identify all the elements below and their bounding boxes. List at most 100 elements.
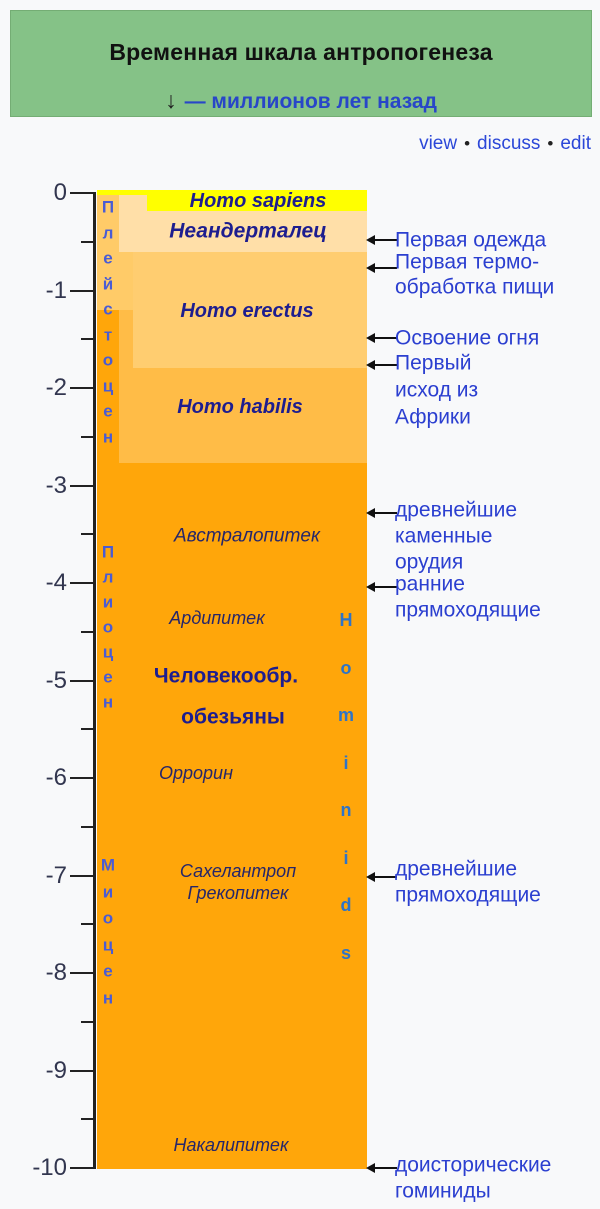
prehistoric-hominids-label: доисторические (395, 1153, 552, 1177)
axis-tick-label: -2 (45, 374, 67, 401)
arrow-left-icon (366, 263, 375, 273)
arrow-left-icon (366, 235, 375, 245)
pleistocene-letter: й (102, 274, 114, 293)
link-separator: • (547, 134, 554, 153)
miocene-letter: и (102, 882, 114, 901)
pleistocene-letter: е (103, 248, 113, 268)
minor-tick (81, 240, 96, 243)
arrow-left-icon (366, 360, 375, 370)
axis-tick-label: -8 (45, 959, 67, 986)
pleistocene-letter: о (102, 350, 114, 370)
arrow-left-icon (366, 508, 375, 518)
first-cooking-label: обработка пищи (395, 275, 555, 299)
major-tick (70, 582, 96, 584)
minor-tick (81, 825, 96, 828)
major-tick (70, 1069, 96, 1072)
axis-tick-label: -6 (45, 764, 67, 791)
pleistocene-letter: л (102, 223, 114, 242)
graecopithecus-label: Грекопитек (187, 883, 289, 903)
axis-unit-caption: ↓ — миллионов лет назад (11, 87, 591, 114)
pliocene-letter: и (102, 592, 114, 612)
early-bipedal-label: ранние (395, 572, 465, 596)
pleistocene-letter: н (102, 427, 114, 446)
arrow-left-icon (366, 1163, 375, 1173)
australopithecus-label: Австралопитек (174, 525, 320, 547)
sahelanthropus-label: Сахелантроп (179, 861, 297, 881)
minor-tick (81, 533, 96, 536)
view-link[interactable]: view (419, 133, 458, 154)
apes-label-line2: обезьяны (181, 705, 285, 729)
pliocene-letter: ц (102, 642, 114, 662)
template-links: view • discuss • edit (419, 133, 591, 155)
major-tick (70, 777, 96, 779)
link-separator: • (464, 134, 471, 153)
miocene-letter: ц (102, 935, 114, 954)
first-exit-from-africa-label: Африки (395, 405, 471, 429)
apes-label-line1: Человекообр. (153, 664, 299, 688)
arrow-shaft (374, 876, 397, 878)
arrow-left-icon (366, 333, 375, 343)
arrow-shaft (374, 512, 397, 514)
arrow-shaft (374, 337, 397, 339)
arrow-left-icon (366, 582, 375, 592)
arrow-shaft (374, 364, 397, 366)
homo-habilis-label: Homo habilis (177, 396, 303, 418)
earliest-stone-tools-label: каменные (395, 524, 493, 548)
down-arrow-icon: ↓ (165, 87, 177, 113)
major-tick (70, 192, 96, 194)
ardipithecus-label: Ардипитек (169, 608, 265, 628)
earliest-stone-tools-label: древнейшие (395, 498, 518, 522)
pleistocene-letter: П (101, 197, 115, 217)
miocene-letter: е (103, 961, 113, 981)
arrow-shaft (374, 1167, 397, 1169)
axis-tick-label: -1 (45, 276, 67, 304)
earliest-stone-tools-label: орудия (395, 550, 464, 574)
fire-control-label: Освоение огня (395, 326, 540, 350)
axis-tick-label: -10 (32, 1154, 67, 1181)
nakalipithecus-label: Накалипитек (173, 1135, 289, 1155)
homo-sapiens-label: Homo sapiens (189, 190, 327, 212)
arrow-shaft (374, 586, 397, 588)
hominids-vertical-label: n (340, 800, 352, 820)
major-tick (70, 679, 96, 682)
pliocene-letter: н (102, 692, 114, 712)
miocene-letter: о (102, 908, 114, 928)
minor-tick (81, 1118, 96, 1121)
arrow-left-icon (366, 872, 375, 882)
pliocene-letter: о (102, 617, 114, 637)
pleistocene-letter: ц (102, 376, 114, 395)
major-tick (70, 484, 96, 487)
pleistocene-letter: е (103, 401, 113, 421)
pliocene-letter: е (103, 667, 113, 687)
homo-erectus-label: Homo erectus (180, 300, 314, 322)
edit-link[interactable]: edit (560, 133, 591, 154)
first-clothes-label: Первая одежда (395, 228, 547, 252)
minor-tick (81, 338, 96, 341)
discuss-link[interactable]: discuss (477, 133, 541, 154)
header-box: Временная шкала антропогенеза ↓ — миллион… (10, 10, 592, 117)
early-bipedal-label: прямоходящие (395, 598, 541, 622)
pliocene-letter: П (101, 542, 115, 562)
axis-tick-label: -9 (45, 1056, 67, 1084)
major-tick (70, 387, 96, 389)
earliest-bipedal-label: древнейшие (395, 857, 518, 881)
first-exit-from-africa-label: Первый (395, 351, 472, 375)
axis-unit-label: — миллионов лет назад (184, 90, 437, 113)
hominids-vertical-label: o (340, 657, 352, 678)
hominids-vertical-label: i (343, 752, 349, 773)
pleistocene-letter: т (103, 325, 113, 344)
hominids-vertical-label: m (337, 705, 355, 725)
major-tick (70, 972, 96, 974)
homo-sapiens-block (147, 190, 367, 211)
arrow-shaft (374, 267, 397, 269)
miocene-letter: н (102, 988, 114, 1007)
hominids-vertical-label: i (343, 847, 349, 868)
first-exit-from-africa-label: исход из (395, 378, 479, 402)
hominids-vertical-label: d (340, 895, 352, 915)
major-tick (70, 1167, 96, 1169)
page-title: Временная шкала антропогенеза (109, 39, 493, 65)
pliocene-letter: л (102, 567, 114, 587)
first-cooking-label: Первая термо- (395, 250, 540, 274)
axis-tick-label: -4 (45, 569, 67, 596)
